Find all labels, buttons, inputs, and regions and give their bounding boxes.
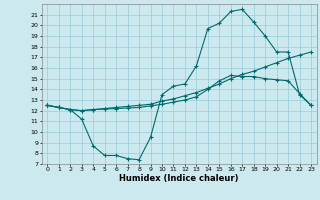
X-axis label: Humidex (Indice chaleur): Humidex (Indice chaleur) xyxy=(119,174,239,183)
